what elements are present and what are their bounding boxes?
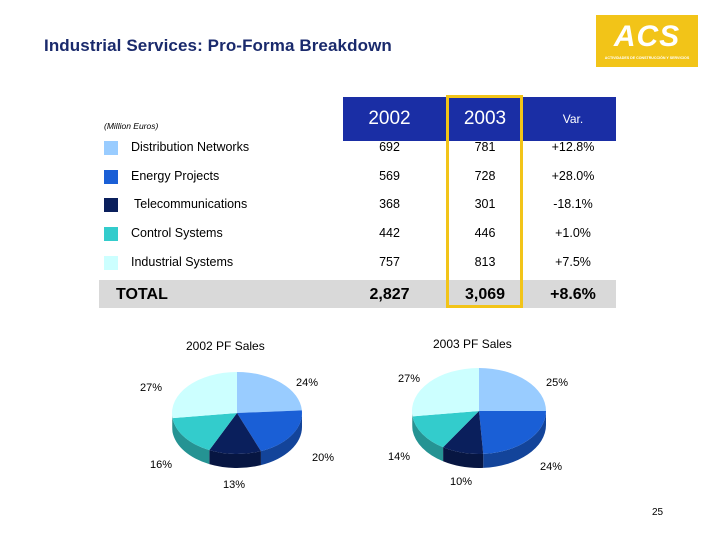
pie-slice-distribution-networks [479,368,546,411]
pie-charts [172,368,546,468]
table-row: Distribution Networks 692 781 +12.8% [0,134,720,163]
row-label: Control Systems [131,226,223,240]
value-var: +1.0% [555,226,591,240]
value-var: +7.5% [555,255,591,269]
total-2003: 3,069 [464,286,506,303]
page-title: Industrial Services: Pro-Forma Breakdown [44,36,392,55]
total-var: +8.6% [550,286,596,303]
row-label: Distribution Networks [131,140,250,154]
pie-slice-side [260,413,302,466]
pie-slice-telecommunications [443,411,484,454]
table-row: Telecommunications 368 301 -18.1% [0,191,720,220]
pie-slice-side [483,411,546,468]
pie-slice-side [172,418,210,465]
pie-2002-label: 13% [223,479,246,491]
total-label: TOTAL [116,286,168,303]
value-var: +12.8% [551,140,595,154]
header-2003: 2003 [463,108,507,129]
pie-2003-label: 27% [398,373,421,385]
pie-2002-label: 20% [312,452,335,464]
table-row: Energy Projects 569 728 +28.0% [0,163,720,192]
pie-slice-side [412,416,444,462]
pie-slice-control-systems [412,411,479,448]
value-2003: 728 [474,169,496,183]
logo-text: ACS [613,20,681,53]
pie-2002-label: 24% [296,377,319,389]
pie-slice-energy-projects [237,410,302,452]
pie-slice-telecommunications [209,413,261,454]
value-2003: 301 [474,197,496,211]
value-2002: 692 [379,140,400,154]
page-number: 25 [652,507,664,518]
value-2002: 569 [379,169,400,183]
header-var: Var. [562,112,584,126]
value-2002: 757 [379,255,400,269]
pie-slice-energy-projects [479,411,546,454]
header-2002: 2002 [368,108,411,129]
pie-2003 [412,368,546,468]
pie-slice-side [209,450,261,468]
legend-swatch [104,141,118,155]
pie-2002-label: 27% [140,382,163,394]
pie-2002 [172,372,302,468]
pie-2003-title: 2003 PF Sales [433,337,512,351]
logo-subtitle: ACTIVIDADES DE CONSTRUCCIÓN Y SERVICIOS [604,56,690,60]
highlight-2003-column [446,95,523,308]
total-row: TOTAL 2,827 3,069 +8.6% [0,281,720,310]
acs-logo: ACS ACTIVIDADES DE CONSTRUCCIÓN Y SERVIC… [596,15,698,67]
pie-slice-side [172,413,173,433]
table-row: Industrial Systems 757 813 +7.5% [0,249,720,278]
row-label: Telecommunications [134,197,248,211]
row-label: Industrial Systems [131,255,234,269]
pie-2003-label: 10% [450,476,473,488]
pie-slice-side [412,411,413,431]
value-2002: 368 [379,197,400,211]
value-2003: 813 [474,255,496,269]
pie-2002-label: 16% [150,459,173,471]
table-row: Control Systems 442 446 +1.0% [0,220,720,249]
legend-swatch [104,227,118,241]
value-var: +28.0% [551,169,595,183]
legend-swatch [104,256,118,270]
units-label: (Million Euros) [104,121,159,131]
pie-2003-label: 14% [388,451,411,463]
pie-slice-distribution-networks [237,372,302,413]
pie-2002-title: 2002 PF Sales [186,339,265,353]
legend-swatch [104,198,118,212]
value-2003: 446 [474,226,496,240]
pie-slice-industrial-systems [172,372,237,419]
pie-slice-side [443,447,484,468]
value-2003: 781 [474,140,496,154]
pie-2003-label: 25% [546,377,569,389]
table-header-band [343,97,616,141]
total-2002: 2,827 [369,286,410,303]
pie-2003-label: 24% [540,461,563,473]
row-label: Energy Projects [131,169,220,183]
value-2002: 442 [379,226,400,240]
legend-swatch [104,170,118,184]
value-var: -18.1% [553,197,593,211]
pie-slice-control-systems [172,413,237,451]
pie-slice-industrial-systems [412,368,479,417]
total-band [99,280,616,308]
